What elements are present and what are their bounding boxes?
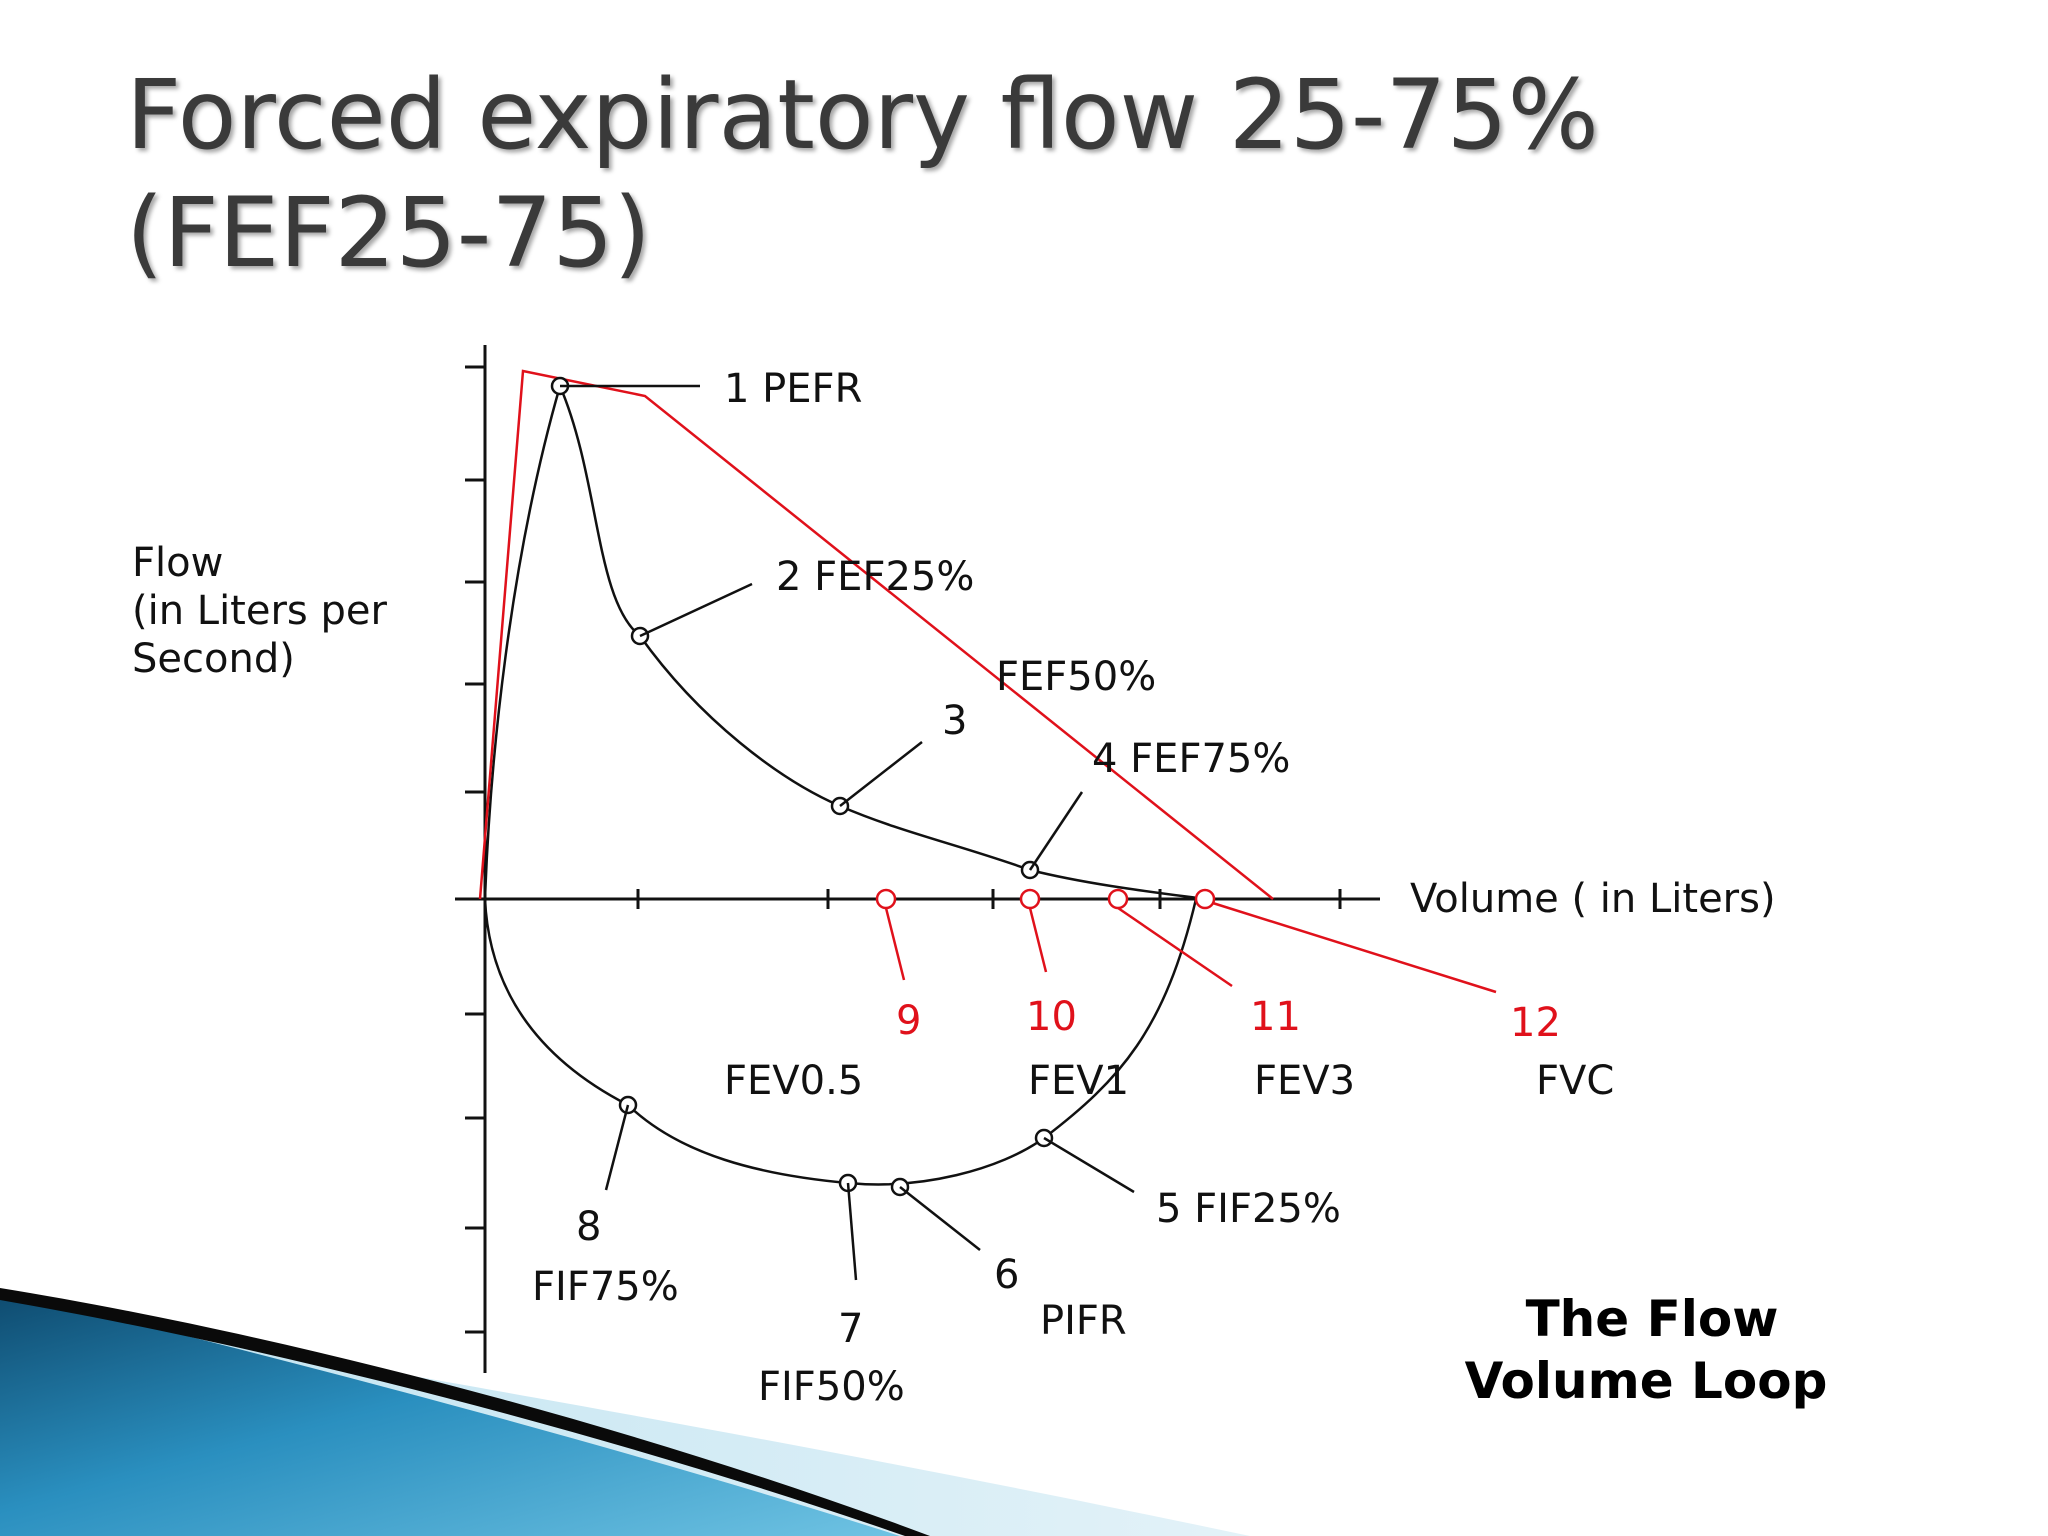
caption-line-1: The Flow xyxy=(1526,1290,1779,1348)
y-axis-label-line-1: Flow xyxy=(132,540,223,586)
fev1-leader xyxy=(1028,907,1048,973)
fev3-name-label: FEV3 xyxy=(1254,1058,1355,1104)
fev05-marker xyxy=(875,888,897,910)
fif25-label: 5 FIF25% xyxy=(1156,1186,1341,1232)
pifr-num-label: 6 xyxy=(994,1252,1019,1298)
fef50-name-label: FEF50% xyxy=(996,654,1156,700)
fev05-num-label: 9 xyxy=(896,998,921,1044)
y-axis-label-line-3: Second) xyxy=(132,636,295,682)
fef50-leader xyxy=(839,741,923,807)
predicted-curve xyxy=(478,369,1274,900)
fif75-name-label: FIF75% xyxy=(532,1264,679,1310)
caption-line-2: Volume Loop xyxy=(1465,1352,1828,1410)
pifr-leader xyxy=(899,1186,981,1251)
fvc-name-label: FVC xyxy=(1536,1058,1614,1104)
fif50-name-label: FIF50% xyxy=(758,1364,905,1410)
expiratory-curve xyxy=(483,382,1206,901)
fev3-leader xyxy=(1117,906,1233,988)
inspiratory-curve xyxy=(483,898,1198,1186)
x-axis-label: Volume ( in Liters) xyxy=(1410,876,1776,922)
fvc-marker xyxy=(1194,888,1216,910)
fef25-label: 2 FEF25% xyxy=(776,554,974,600)
fev1-marker xyxy=(1019,888,1041,910)
title-line-1: Forced expiratory flow 25-75% xyxy=(126,59,1599,171)
fef50-num-label: 3 xyxy=(942,698,967,744)
fev3-marker xyxy=(1107,888,1129,910)
fef75-label: 4 FEF75% xyxy=(1092,736,1290,782)
fev05-leader xyxy=(884,907,906,981)
fef25-leader xyxy=(639,582,753,638)
fev05-name-label: FEV0.5 xyxy=(724,1058,863,1104)
pefr-label: 1 PEFR xyxy=(724,366,862,412)
pifr-name-label: PIFR xyxy=(1040,1298,1127,1344)
title-line-2: (FEF25-75) xyxy=(126,177,651,289)
fvc-num-label: 12 xyxy=(1510,1000,1561,1046)
fev3-num-label: 11 xyxy=(1250,994,1301,1040)
fif75-num-label: 8 xyxy=(576,1204,601,1250)
fev1-name-label: FEV1 xyxy=(1028,1058,1129,1104)
fef75-leader xyxy=(1028,791,1084,871)
slide-title: Forced expiratory flow 25-75% (FEF25-75) xyxy=(126,56,1926,292)
fif50-num-label: 7 xyxy=(838,1306,863,1352)
fvc-extension-line xyxy=(1199,897,1497,994)
fif75-leader xyxy=(604,1104,630,1191)
fev1-num-label: 10 xyxy=(1026,994,1077,1040)
y-axis-label-line-2: (in Liters per xyxy=(132,588,387,634)
fif25-leader xyxy=(1043,1136,1135,1194)
fif50-leader xyxy=(846,1182,858,1281)
